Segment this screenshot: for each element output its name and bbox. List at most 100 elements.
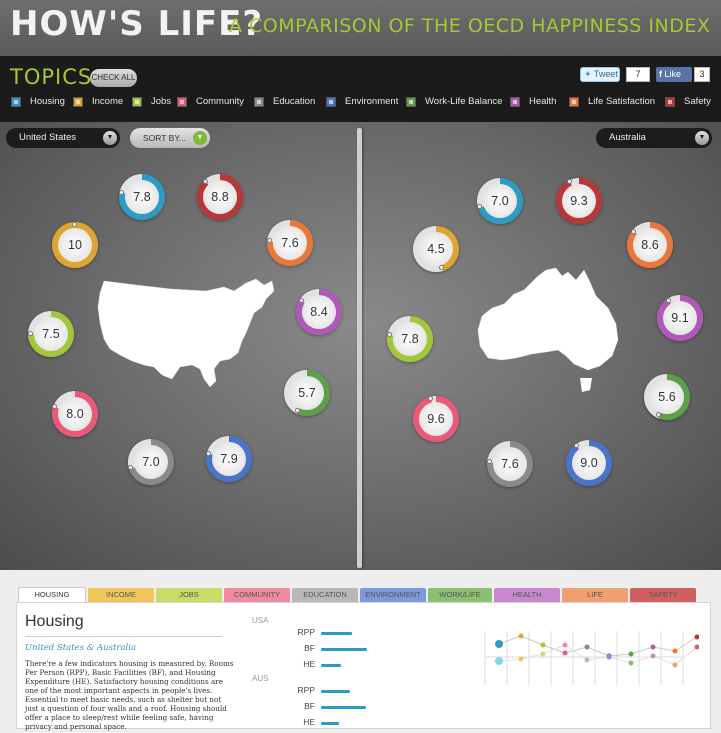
ring-handle-icon [427,396,433,402]
score-value: 9.0 [572,446,606,480]
ring-handle-icon [386,331,392,337]
usa-map [97,278,275,388]
right-score-ring[interactable]: 9.1 [657,295,703,341]
checkbox-icon [132,97,142,107]
topic-label: Health [529,96,557,107]
like-button[interactable]: f Like [656,67,692,82]
like-label: Like [664,69,682,79]
split-divider-handle[interactable] [357,128,362,568]
tab-environment[interactable]: ENVIRONMENT [360,588,426,602]
ring-handle-icon [206,450,212,456]
indicator-label: BF [304,701,315,711]
checkbox-icon [510,97,520,107]
page-title: HOW'S LIFE? [10,4,264,44]
ring-handle-icon [665,297,671,303]
score-value: 9.1 [663,301,697,335]
score-value: 10 [58,228,92,262]
tab-safety[interactable]: SAFETY [630,588,696,602]
tab-income[interactable]: INCOME [88,588,154,602]
indicator-label: BF [304,643,315,653]
checkbox-icon [73,97,83,107]
chevron-down-icon: ▼ [193,131,207,145]
score-value: 4.5 [419,232,453,266]
tab-housing[interactable]: HOUSING [18,587,86,603]
indicator-label: RPP [297,627,315,637]
detail-title: Housing [25,613,84,630]
topic-label: Income [92,96,124,107]
score-value: 7.6 [493,447,527,481]
twitter-bird-icon: ✦ [584,69,592,79]
left-score-ring[interactable]: 8.4 [296,289,342,335]
left-country-value: United States [19,132,77,143]
left-score-ring[interactable]: 7.8 [118,174,165,220]
ring-handle-icon [477,203,483,209]
topic-label: Housing [30,96,65,107]
ring-handle-icon [486,459,492,465]
indicator-bar [321,722,339,725]
score-value: 8.6 [633,228,667,262]
checkbox-icon [326,97,336,107]
housing-trend-sparkline [484,631,699,685]
right-score-ring[interactable]: 4.5 [413,226,459,272]
left-score-ring[interactable]: 10 [52,221,98,268]
facebook-icon: f [659,69,662,79]
tab-work-life-balance[interactable]: WORK/LIFE BALANCE [428,588,492,613]
tweet-label: Tweet [593,69,618,79]
ring-handle-icon [438,264,444,270]
left-score-ring[interactable]: 7.6 [266,220,313,266]
score-value: 9.3 [562,184,596,218]
indicator-bar [321,690,350,693]
left-score-ring[interactable]: 7.0 [128,439,174,485]
ring-handle-icon [656,412,662,418]
left-score-ring[interactable]: 8.8 [197,174,243,220]
indicator-label: HE [303,717,315,727]
tweet-button[interactable]: ✦ Tweet [580,67,620,82]
sort-by-select[interactable]: SORT BY... ▼ [130,128,210,148]
tab-community[interactable]: COMMUNITY [224,588,290,602]
right-score-ring[interactable]: 7.6 [486,441,533,487]
right-country-select[interactable]: Australia ▼ [596,128,712,148]
score-value: 8.8 [203,180,237,214]
ring-handle-icon [71,221,77,227]
checkbox-icon [665,97,675,107]
ring-handle-icon [118,189,124,195]
left-score-ring[interactable]: 5.7 [284,370,330,416]
left-score-ring[interactable]: 7.5 [27,311,74,357]
topic-label: Work-Life Balance [425,96,503,107]
checkbox-icon [11,97,21,107]
left-country-select[interactable]: United States ▼ [6,128,120,148]
right-score-ring[interactable]: 7.8 [386,316,433,362]
tab-education[interactable]: EDUCATION [292,588,358,602]
checkbox-icon [406,97,416,107]
score-value: 7.0 [483,184,517,218]
checkbox-icon [254,97,264,107]
left-score-ring[interactable]: 7.9 [206,436,252,482]
right-score-ring[interactable]: 9.0 [566,440,612,486]
topic-filter-list: Housing Income Jobs Community Education Envir… [0,96,721,112]
right-score-ring[interactable]: 8.6 [627,222,673,268]
right-score-ring[interactable]: 5.6 [644,374,690,420]
tab-jobs[interactable]: JOBS [156,588,222,602]
header-bar: HOW'S LIFE? A COMPARISON OF THE OECD HAP… [0,0,721,56]
topic-label: Education [273,96,316,107]
aus-label: AUS [252,674,269,683]
ring-handle-icon [27,330,33,336]
indicator-bar [321,664,341,667]
score-value: 7.8 [393,322,427,356]
left-score-ring[interactable]: 8.0 [52,391,98,437]
right-score-ring[interactable]: 9.3 [556,178,602,224]
ring-handle-icon [573,443,579,449]
tab-health[interactable]: HEALTH [494,588,560,602]
check-all-button[interactable]: CHECK ALL [90,69,137,87]
tab-life-satisfaction[interactable]: LIFE SATISFACTION [562,588,628,613]
right-score-ring[interactable]: 9.6 [413,396,459,442]
ring-handle-icon [128,464,134,470]
right-score-ring[interactable]: 7.0 [477,178,523,224]
score-value: 8.0 [58,397,92,431]
score-value: 7.0 [134,445,168,479]
ring-handle-icon [266,238,272,244]
topic-label: Safety [684,96,711,107]
checkbox-icon [177,97,187,107]
detail-panel: HOUSING INCOME JOBS COMMUNITY EDUCATION ENVIR… [0,570,721,733]
score-value: 5.6 [650,380,684,414]
